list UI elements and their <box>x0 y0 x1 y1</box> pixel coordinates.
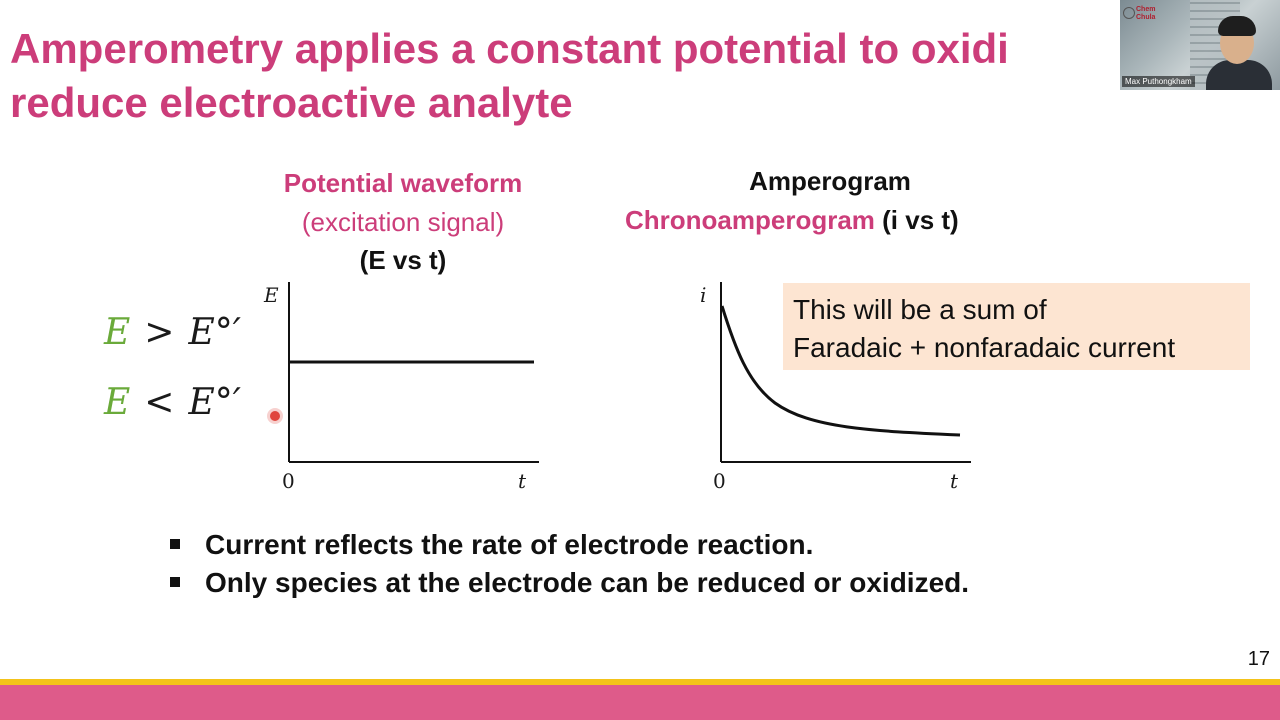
bullet-item: Current reflects the rate of electrode r… <box>170 526 969 564</box>
potential-waveform-plot: E 0 t <box>263 282 539 493</box>
bullet-list: Current reflects the rate of electrode r… <box>170 526 969 602</box>
laser-pointer <box>270 411 280 421</box>
amperogram-origin-label: 0 <box>713 469 726 493</box>
i-vs-t-label: (i vs t) <box>874 205 959 235</box>
waveform-heading: Potential waveform <box>283 168 523 198</box>
chem-chula-logo: Chem Chula <box>1136 6 1156 21</box>
condition-less-ref: E°′ <box>188 382 241 423</box>
presenter-body <box>1206 60 1272 90</box>
square-bullet-icon <box>170 577 180 587</box>
bullet-text: Only species at the electrode can be red… <box>205 567 970 598</box>
callout-line-1: This will be a sum of <box>793 294 1047 325</box>
condition-greater: E > E°′ <box>104 312 241 353</box>
waveform-subheading: (excitation signal) <box>301 207 505 237</box>
amperogram-x-axis-label: t <box>950 469 959 493</box>
waveform-axes-label: (E vs t) <box>359 245 447 275</box>
square-bullet-icon <box>170 539 180 549</box>
slide-title: Amperometry applies a constant potential… <box>10 22 1120 130</box>
footer-accent-bar <box>0 679 1280 685</box>
condition-less: E < E°′ <box>104 382 241 423</box>
footer-bar <box>0 685 1280 720</box>
current-decay-curve <box>720 305 961 437</box>
waveform-y-axis-label: E <box>263 283 279 307</box>
amperogram-plot: i 0 t <box>700 282 971 493</box>
condition-less-var: E <box>104 382 131 423</box>
slide-title-line-2: reduce electroactive analyte <box>10 79 573 126</box>
amperogram-y-axis-label: i <box>700 283 706 307</box>
condition-greater-rel: > <box>144 312 175 353</box>
waveform-x-axis-label: t <box>518 469 527 493</box>
slide-title-line-1: Amperometry applies a constant potential… <box>10 25 1009 72</box>
chem-logo-icon <box>1123 7 1135 19</box>
presenter-hair <box>1218 16 1256 36</box>
presenter-name-label: Max Puthongkham <box>1122 76 1195 87</box>
amperogram-heading: Amperogram <box>749 166 911 196</box>
bullet-item: Only species at the electrode can be red… <box>170 564 969 602</box>
current-sum-callout: This will be a sum of Faradaic + nonfara… <box>783 283 1250 370</box>
condition-greater-var: E <box>104 312 131 353</box>
presenter-video-thumbnail[interactable]: Chem Chula Max Puthongkham <box>1120 0 1280 90</box>
callout-line-2: Faradaic + nonfaradaic current <box>793 332 1176 363</box>
waveform-origin-label: 0 <box>282 469 295 493</box>
chronoamperogram-label: Chronoamperogram <box>625 205 875 235</box>
bullet-text: Current reflects the rate of electrode r… <box>205 529 814 560</box>
amperogram-subheading: Chronoamperogram (i vs t) <box>625 205 959 236</box>
condition-less-rel: < <box>144 382 175 423</box>
page-number: 17 <box>1247 648 1270 670</box>
condition-greater-ref: E°′ <box>188 312 241 353</box>
